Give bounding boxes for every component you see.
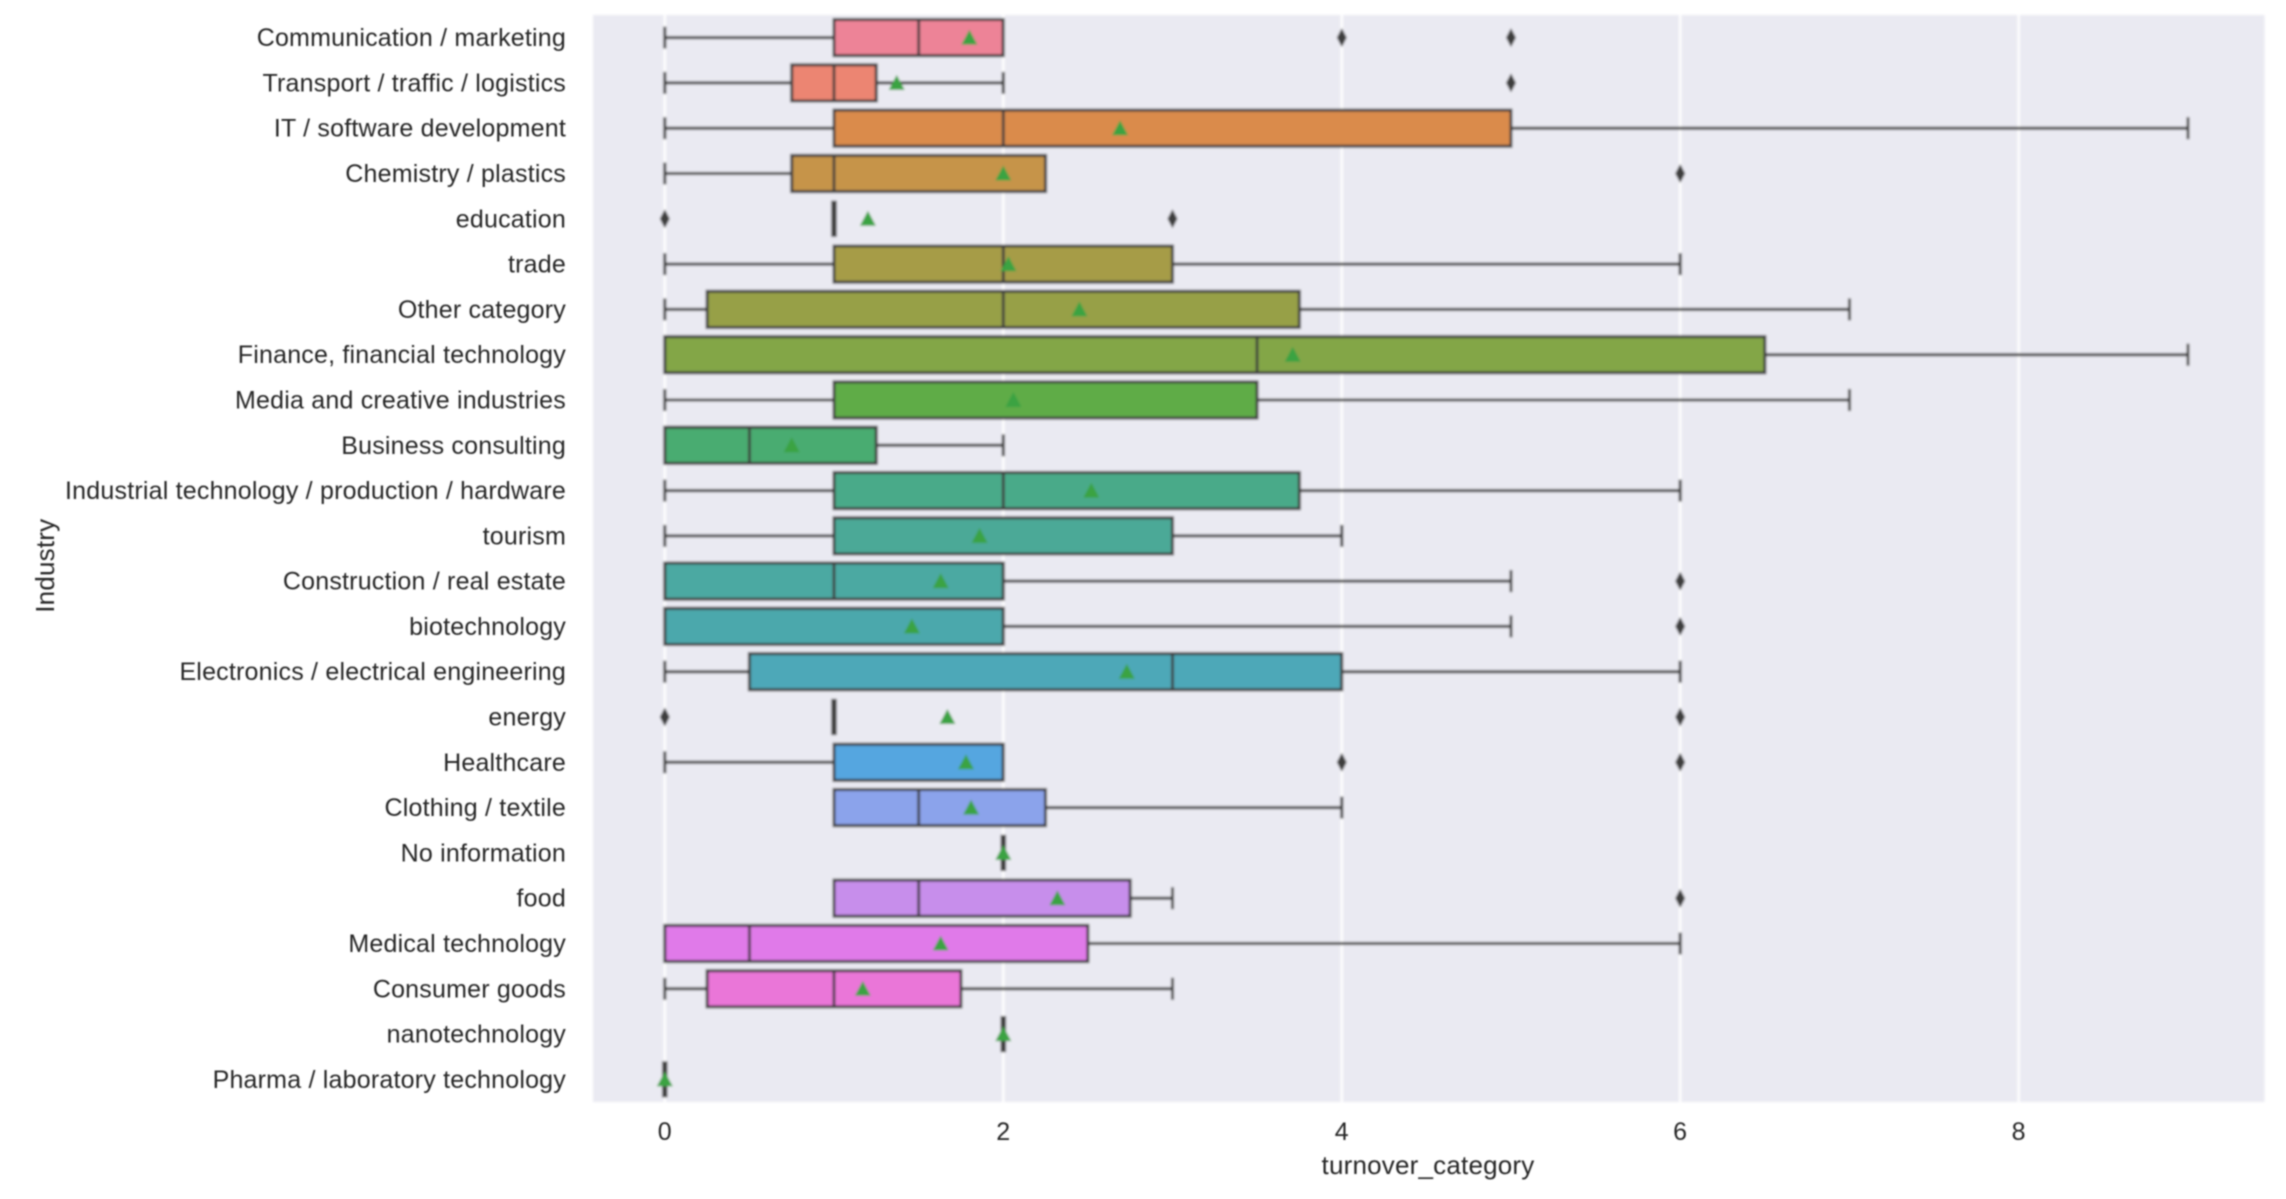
svg-text:food: food	[517, 885, 566, 913]
svg-text:2: 2	[996, 1118, 1010, 1146]
svg-text:No information: No information	[401, 839, 566, 867]
svg-text:Communication / marketing: Communication / marketing	[257, 24, 566, 52]
svg-text:turnover_category: turnover_category	[1322, 1150, 1535, 1180]
svg-text:IT / software development: IT / software development	[274, 115, 566, 143]
svg-text:Consumer goods: Consumer goods	[373, 975, 566, 1003]
svg-text:Chemistry / plastics: Chemistry / plastics	[345, 160, 566, 188]
svg-text:Other category: Other category	[398, 296, 566, 324]
svg-text:Business consulting: Business consulting	[341, 432, 566, 460]
svg-text:Industry: Industry	[30, 519, 60, 613]
svg-text:8: 8	[2012, 1118, 2026, 1146]
svg-text:Clothing / textile: Clothing / textile	[385, 794, 566, 822]
svg-text:Finance, financial technology: Finance, financial technology	[238, 341, 567, 369]
svg-text:0: 0	[658, 1118, 672, 1146]
svg-text:tourism: tourism	[483, 522, 566, 550]
svg-text:Industrial technology / produc: Industrial technology / production / har…	[65, 477, 566, 505]
svg-text:nanotechnology: nanotechnology	[387, 1021, 567, 1049]
svg-text:biotechnology: biotechnology	[409, 613, 566, 641]
svg-text:4: 4	[1335, 1118, 1349, 1146]
svg-text:Medical technology: Medical technology	[348, 930, 566, 958]
svg-text:Pharma / laboratory technology: Pharma / laboratory technology	[213, 1066, 567, 1094]
svg-text:Electronics / electrical engin: Electronics / electrical engineering	[179, 658, 566, 686]
svg-text:Media and creative industries: Media and creative industries	[235, 387, 566, 415]
svg-text:Healthcare: Healthcare	[443, 749, 566, 777]
svg-text:energy: energy	[488, 704, 566, 732]
svg-text:Transport / traffic / logistic: Transport / traffic / logistics	[262, 69, 566, 97]
svg-text:Construction / real estate: Construction / real estate	[283, 568, 566, 596]
svg-text:trade: trade	[508, 251, 566, 279]
svg-text:education: education	[456, 205, 566, 233]
svg-text:6: 6	[1673, 1118, 1687, 1146]
